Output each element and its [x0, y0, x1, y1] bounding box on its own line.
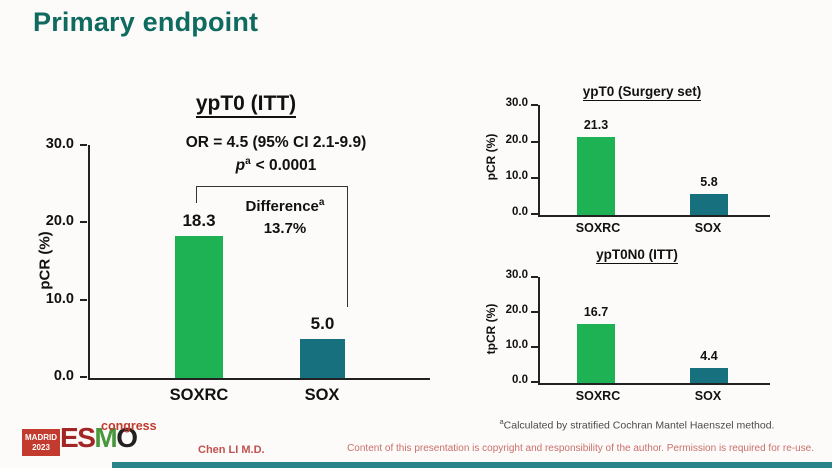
difference-value: 13.7%: [263, 220, 307, 237]
ypt0n0-ytick-10: 10.0: [505, 339, 528, 351]
surgery-y-axis-label: pCR (%): [484, 133, 498, 181]
esmo-congress-label: congress: [101, 419, 157, 433]
main-bar-soxrc: 18.3: [175, 211, 223, 378]
surgery-ytick-10: 10.0: [505, 170, 528, 182]
esmo-letter-e: E: [60, 422, 79, 453]
main-ytick-10: 10.0: [45, 291, 74, 307]
surgery-tick-mark: [531, 177, 538, 179]
footnote: aCalculated by stratified Cochran Mantel…: [472, 417, 802, 432]
main-tick-mark: [80, 221, 87, 223]
surgery-bar-sox: 5.8: [690, 175, 728, 215]
surgery-bar-soxrc-value: 21.3: [583, 117, 609, 132]
surgery-tick-mark: [531, 213, 538, 215]
copyright-notice: Content of this presentation is copyrigh…: [347, 443, 814, 454]
p-value-annotation: pa < 0.0001: [146, 156, 406, 175]
surgery-xlabel-sox: SOX: [694, 221, 722, 235]
surgery-ytick-0: 0.0: [512, 206, 528, 218]
ypt0n0-ytick-30: 30.0: [505, 269, 528, 281]
main-ytick-30: 30.0: [45, 136, 74, 152]
ypt0n0-tick-mark: [531, 381, 538, 383]
main-chart-title: ypT0 (ITT): [166, 92, 326, 118]
surgery-tick-mark: [531, 141, 538, 143]
ypt0n0-bar-sox: 4.4: [690, 349, 728, 383]
difference-label: Difference: [245, 198, 319, 215]
esmo-letter-m: M: [94, 422, 117, 453]
esmo-madrid-badge: MADRID 2023: [22, 429, 60, 456]
main-x-axis: [88, 378, 430, 380]
ypt0n0-tick-mark: [531, 276, 538, 278]
comparison-bracket: [196, 186, 347, 187]
surgery-tick-mark: [531, 104, 538, 106]
difference-annotation: Differencea 13.7%: [225, 192, 345, 240]
surgery-x-axis: [538, 215, 770, 217]
main-xlabel-soxrc: SOXRC: [169, 386, 229, 404]
main-bar-sox: 5.0: [300, 314, 345, 378]
main-bar-soxrc-value: 18.3: [182, 210, 216, 230]
esmo-letter-s: S: [77, 422, 96, 453]
ypt0n0-plot-area: 16.7 4.4: [540, 277, 770, 383]
ypt0n0-tick-mark: [531, 311, 538, 313]
main-tick-mark: [80, 376, 87, 378]
page-title: Primary endpoint: [33, 7, 259, 37]
ypt0n0-bar-sox-value: 4.4: [700, 348, 718, 363]
surgery-xlabel-soxrc: SOXRC: [575, 221, 621, 235]
surgery-bar-sox-value: 5.8: [700, 174, 718, 189]
difference-superscript: a: [318, 197, 325, 208]
ypt0n0-x-axis: [538, 383, 770, 385]
slide-footer-bar: [112, 462, 832, 468]
main-tick-mark: [80, 299, 87, 301]
ypt0n0-xlabel-soxrc: SOXRC: [575, 389, 621, 403]
p-superscript: a: [245, 156, 251, 167]
ypt0n0-y-axis-label: tpCR (%): [484, 303, 498, 355]
ypt0n0-xlabel-sox: SOX: [694, 389, 722, 403]
surgery-ytick-30: 30.0: [505, 97, 528, 109]
surgery-chart-title: ypT0 (Surgery set): [582, 84, 702, 101]
p-value-text: < 0.0001: [255, 157, 317, 175]
ypt0n0-bar-soxrc: 16.7: [577, 305, 615, 383]
esmo-logo: ESMO: [60, 422, 138, 454]
main-xlabel-sox: SOX: [304, 386, 340, 404]
main-tick-mark: [80, 144, 87, 146]
p-symbol: p: [235, 157, 246, 175]
footnote-superscript: a: [499, 417, 504, 426]
main-y-axis: [88, 145, 90, 378]
author-name: Chen LI M.D.: [198, 444, 265, 456]
ypt0n0-ytick-20: 20.0: [505, 304, 528, 316]
comparison-bracket-right-tick: [347, 186, 348, 307]
ypt0n0-bar-soxrc-value: 16.7: [583, 305, 609, 319]
or-annotation: OR = 4.5 (95% CI 2.1-9.9): [185, 134, 367, 151]
main-ytick-20: 20.0: [45, 213, 74, 229]
surgery-plot-area: 21.3 5.8: [540, 105, 770, 215]
surgery-y-axis: [538, 105, 540, 215]
main-bar-sox-value: 5.0: [310, 314, 335, 334]
ypt0n0-y-axis: [538, 277, 540, 383]
surgery-ytick-20: 20.0: [505, 134, 528, 146]
esmo-letter-o: O: [116, 422, 138, 453]
esmo-badge-city: MADRID: [25, 433, 57, 442]
ypt0n0-tick-mark: [531, 346, 538, 348]
surgery-bar-soxrc: 21.3: [577, 118, 615, 215]
esmo-badge-year: 2023: [32, 442, 50, 452]
main-ytick-0: 0.0: [53, 368, 74, 384]
ypt0n0-chart-title: ypT0N0 (ITT): [596, 247, 678, 264]
main-plot-area: 18.3 5.0: [90, 145, 430, 378]
footnote-text: Calculated by stratified Cochran Mantel …: [503, 419, 775, 432]
ypt0n0-ytick-0: 0.0: [512, 374, 528, 386]
comparison-bracket-left-tick: [196, 186, 197, 203]
